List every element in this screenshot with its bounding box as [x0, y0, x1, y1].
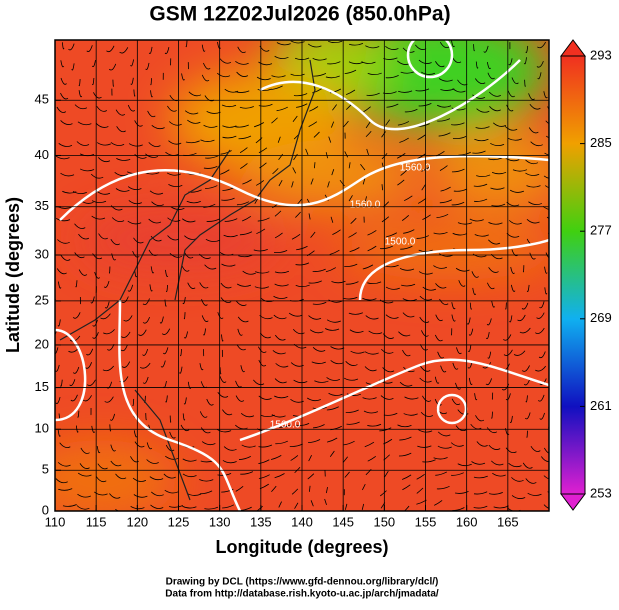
colorbar-tick-label: 261 [590, 398, 612, 413]
footer-line: Data from http://database.rish.kyoto-u.a… [165, 589, 439, 600]
y-tick-label: 10 [35, 421, 49, 436]
contour-label: 1560.0 [350, 200, 381, 211]
y-tick-label: 25 [35, 292, 49, 307]
y-tick-label: 40 [35, 147, 49, 162]
x-tick-label: 155 [415, 514, 437, 529]
y-tick-label: 20 [35, 336, 49, 351]
x-tick-label: 120 [126, 514, 148, 529]
colorbar-tick-label: 277 [590, 223, 612, 238]
x-tick-label: 150 [373, 514, 395, 529]
x-tick-label: 145 [332, 514, 354, 529]
footer-line: Drawing by DCL (https://www.gfd-dennou.o… [166, 577, 439, 588]
x-tick-label: 165 [497, 514, 519, 529]
y-tick-label: 35 [35, 198, 49, 213]
colorbar-tick-label: 293 [590, 47, 612, 62]
y-axis-label: Latitude (degrees) [3, 197, 23, 353]
y-tick-label: 15 [35, 379, 49, 394]
x-tick-label: 135 [250, 514, 272, 529]
colorbar-arrow [561, 40, 585, 56]
x-tick-label: 140 [291, 514, 313, 529]
colorbar [561, 56, 585, 494]
y-tick-label: 5 [42, 462, 49, 477]
colorbar-tick-label: 269 [590, 310, 612, 325]
y-tick-label: 30 [35, 246, 49, 261]
y-tick-label: 0 [42, 502, 49, 517]
x-tick-label: 125 [168, 514, 190, 529]
x-tick-label: 160 [456, 514, 478, 529]
x-axis-label: Longitude (degrees) [215, 537, 388, 557]
x-tick-label: 115 [86, 514, 107, 529]
x-tick-label: 130 [209, 514, 231, 529]
chart-title: GSM 12Z02Jul2026 (850.0hPa) [149, 3, 450, 26]
colorbar-tick-label: 253 [590, 485, 612, 500]
colorbar-tick-label: 285 [590, 135, 612, 150]
streamline [548, 233, 560, 237]
contour-label: 1500.0 [385, 237, 416, 248]
y-tick-label: 45 [35, 92, 49, 107]
colorbar-arrow [561, 494, 585, 510]
contour-label: 1560.0 [400, 163, 431, 174]
